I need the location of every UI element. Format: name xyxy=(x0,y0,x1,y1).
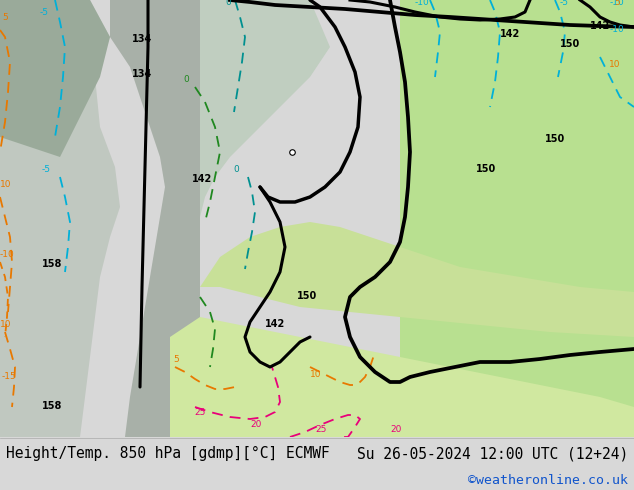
Text: Height/Temp. 850 hPa [gdmp][°C] ECMWF: Height/Temp. 850 hPa [gdmp][°C] ECMWF xyxy=(6,446,330,462)
Text: 10: 10 xyxy=(609,60,621,69)
Text: -10: -10 xyxy=(610,0,624,7)
Text: 20: 20 xyxy=(390,425,401,434)
Text: 20: 20 xyxy=(250,420,261,429)
Text: 150: 150 xyxy=(545,134,566,144)
Text: 142: 142 xyxy=(590,21,611,31)
Text: 158: 158 xyxy=(42,259,62,269)
Text: 142: 142 xyxy=(192,174,212,184)
Text: 10: 10 xyxy=(0,320,11,329)
Text: 10: 10 xyxy=(310,370,321,379)
Text: 10: 10 xyxy=(0,180,11,189)
Text: 5: 5 xyxy=(173,355,179,364)
Polygon shape xyxy=(200,0,330,217)
Polygon shape xyxy=(0,0,120,437)
Text: 0: 0 xyxy=(225,0,231,7)
Text: 5: 5 xyxy=(2,13,8,22)
Text: -10: -10 xyxy=(415,0,430,7)
Text: 150: 150 xyxy=(476,164,496,174)
Text: 25: 25 xyxy=(315,425,327,434)
Polygon shape xyxy=(400,0,634,437)
Text: -5: -5 xyxy=(42,165,51,174)
Text: 134: 134 xyxy=(132,69,152,79)
Text: 150: 150 xyxy=(297,291,317,301)
Text: 5: 5 xyxy=(614,0,620,7)
Polygon shape xyxy=(0,0,110,157)
Text: 158: 158 xyxy=(42,401,62,411)
Text: -5: -5 xyxy=(40,8,49,17)
Text: -5: -5 xyxy=(560,0,569,7)
Text: -10: -10 xyxy=(0,250,15,259)
Text: 25: 25 xyxy=(194,408,205,417)
Polygon shape xyxy=(200,222,634,337)
Polygon shape xyxy=(110,0,200,437)
Text: -10: -10 xyxy=(610,25,624,34)
Text: ©weatheronline.co.uk: ©weatheronline.co.uk xyxy=(468,474,628,487)
Text: 142: 142 xyxy=(265,319,285,329)
Text: 134: 134 xyxy=(132,34,152,44)
Text: 142: 142 xyxy=(500,29,521,39)
Text: 0: 0 xyxy=(233,165,239,174)
Text: -15: -15 xyxy=(2,372,16,381)
Text: 150: 150 xyxy=(560,39,580,49)
Text: 0: 0 xyxy=(183,75,189,84)
Polygon shape xyxy=(170,317,634,437)
Text: Su 26-05-2024 12:00 UTC (12+24): Su 26-05-2024 12:00 UTC (12+24) xyxy=(357,446,628,462)
